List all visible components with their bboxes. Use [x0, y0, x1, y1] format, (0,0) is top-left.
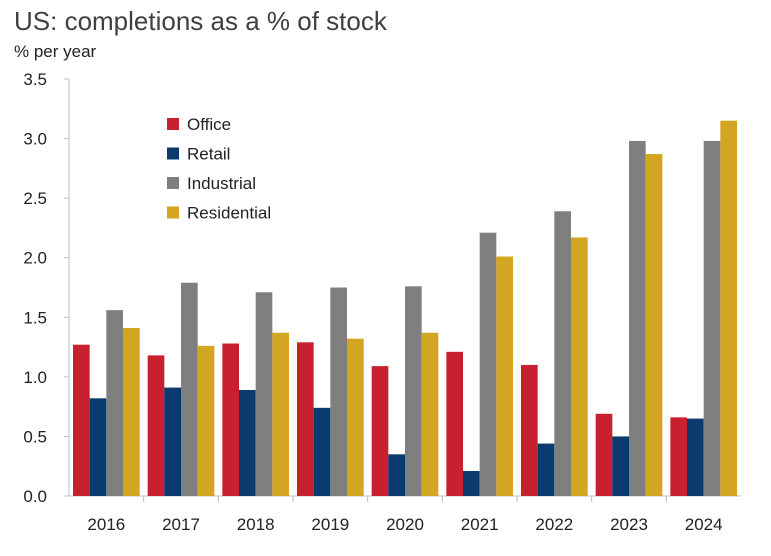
bar-retail-2020: [388, 454, 405, 496]
legend-swatch-residential: [167, 206, 179, 219]
bar-residential-2023: [645, 154, 663, 496]
y-tick-label: 0.0: [23, 487, 47, 506]
bar-office-2020: [371, 366, 389, 496]
legend-label-retail: Retail: [187, 145, 230, 164]
legend-swatch-retail: [167, 147, 179, 160]
x-tick-label: 2017: [162, 515, 200, 534]
bar-office-2024: [670, 417, 687, 496]
legend-label-industrial: Industrial: [187, 174, 256, 193]
bar-residential-2019: [347, 338, 364, 496]
bar-retail-2017: [164, 387, 181, 496]
x-tick-label: 2020: [386, 515, 424, 534]
bar-residential-2018: [272, 332, 289, 496]
y-axis-label: % per year: [14, 42, 97, 61]
bar-retail-2018: [239, 389, 256, 496]
y-tick-label: 1.0: [23, 368, 47, 387]
bar-industrial-2023: [629, 140, 646, 496]
bar-residential-2017: [197, 345, 215, 496]
y-tick-label: 2.0: [23, 249, 47, 268]
bar-office-2017: [147, 355, 165, 496]
bar-office-2023: [595, 413, 613, 496]
bar-retail-2022: [537, 443, 555, 496]
x-tick-label: 2024: [685, 515, 723, 534]
y-tick-label: 0.5: [23, 427, 47, 446]
y-tick-label: 3.0: [23, 130, 47, 149]
bar-residential-2020: [421, 332, 439, 496]
x-tick-label: 2022: [535, 515, 573, 534]
bar-residential-2016: [123, 328, 140, 496]
bar-retail-2023: [612, 436, 629, 496]
bar-retail-2021: [463, 470, 480, 496]
legend-swatch-office: [167, 118, 179, 130]
legend-swatch-industrial: [167, 177, 179, 189]
bar-retail-2024: [687, 418, 704, 496]
bar-industrial-2019: [330, 287, 347, 496]
x-tick-label: 2023: [610, 515, 648, 534]
bar-industrial-2021: [479, 232, 497, 496]
x-tick-label: 2019: [311, 515, 349, 534]
bar-residential-2024: [720, 120, 737, 496]
chart-title: US: completions as a % of stock: [14, 6, 387, 36]
bar-office-2021: [446, 351, 463, 496]
x-tick-label: 2018: [237, 515, 275, 534]
bar-residential-2021: [496, 256, 513, 496]
bar-office-2018: [222, 343, 239, 496]
bar-retail-2019: [313, 407, 331, 496]
bar-retail-2016: [89, 398, 107, 496]
bar-residential-2022: [571, 237, 588, 496]
bar-office-2016: [73, 344, 90, 496]
bar-industrial-2024: [703, 140, 721, 496]
bar-industrial-2018: [255, 292, 273, 496]
y-tick-label: 2.5: [23, 189, 47, 208]
bar-industrial-2016: [106, 310, 123, 496]
bar-industrial-2022: [554, 211, 571, 496]
bar-industrial-2020: [405, 286, 422, 496]
legend-label-residential: Residential: [187, 204, 271, 223]
x-tick-label: 2021: [461, 515, 499, 534]
bar-office-2022: [521, 364, 538, 496]
bar-industrial-2017: [181, 282, 198, 496]
bar-office-2019: [297, 342, 314, 496]
y-tick-label: 1.5: [23, 308, 47, 327]
y-tick-label: 3.5: [23, 70, 47, 89]
legend-label-office: Office: [187, 115, 231, 134]
x-tick-label: 2016: [87, 515, 125, 534]
